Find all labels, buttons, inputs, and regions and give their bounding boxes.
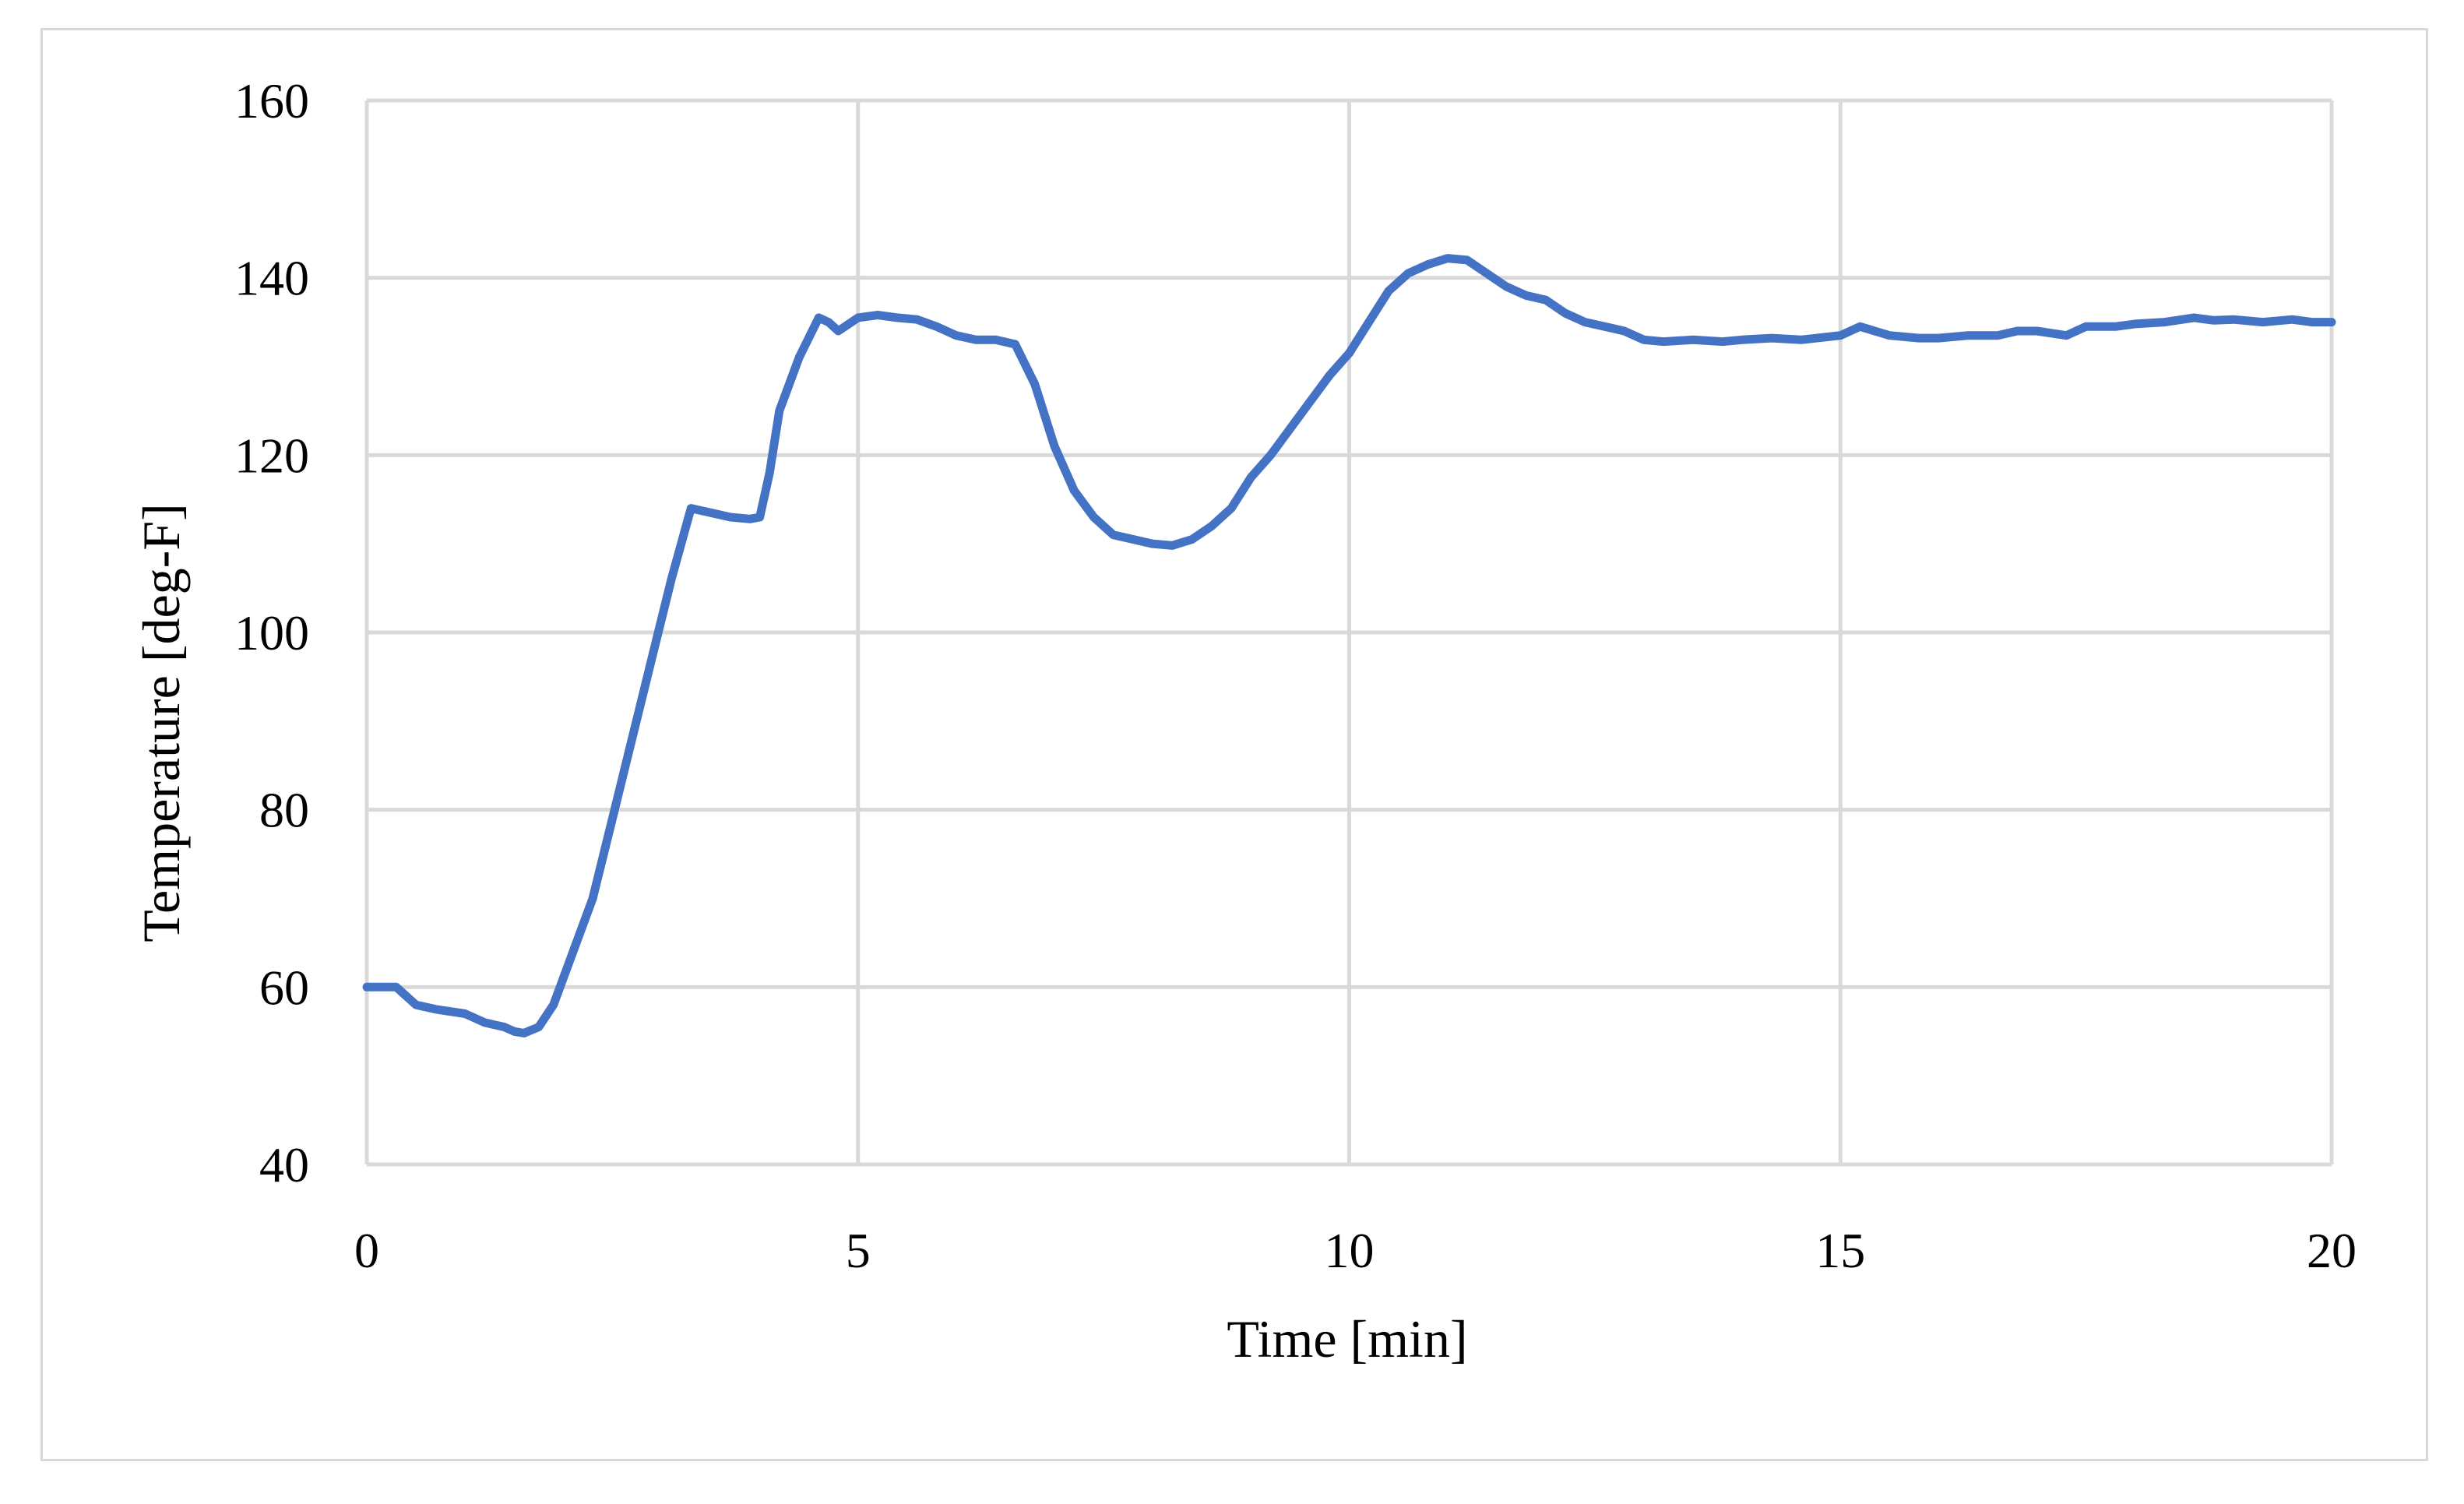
y-tick-label: 160 bbox=[234, 73, 309, 129]
series-line-0 bbox=[362, 254, 2336, 1037]
x-tick-label: 10 bbox=[1325, 1223, 1375, 1278]
y-tick-label: 80 bbox=[259, 783, 309, 838]
x-axis-title: Time [min] bbox=[1227, 1309, 1467, 1368]
x-tick-label: 0 bbox=[354, 1223, 379, 1278]
y-tick-label: 60 bbox=[259, 960, 309, 1015]
series-group bbox=[362, 254, 2336, 1037]
vertical-gridlines bbox=[364, 100, 2334, 1164]
y-tick-label: 140 bbox=[234, 251, 309, 306]
y-tick-label: 120 bbox=[234, 428, 309, 483]
x-axis-tick-labels: 0 5 10 15 20 bbox=[354, 1223, 2357, 1278]
y-tick-label: 40 bbox=[259, 1137, 309, 1192]
x-tick-label: 5 bbox=[846, 1223, 871, 1278]
x-tick-label: 15 bbox=[1815, 1223, 1865, 1278]
y-tick-label: 100 bbox=[234, 605, 309, 660]
y-axis-title: Temperature [deg-F] bbox=[132, 503, 191, 942]
y-axis-tick-labels: 40 60 80 100 120 140 160 bbox=[234, 73, 309, 1192]
x-tick-label: 20 bbox=[2307, 1223, 2357, 1278]
chart-frame bbox=[40, 28, 2428, 1461]
